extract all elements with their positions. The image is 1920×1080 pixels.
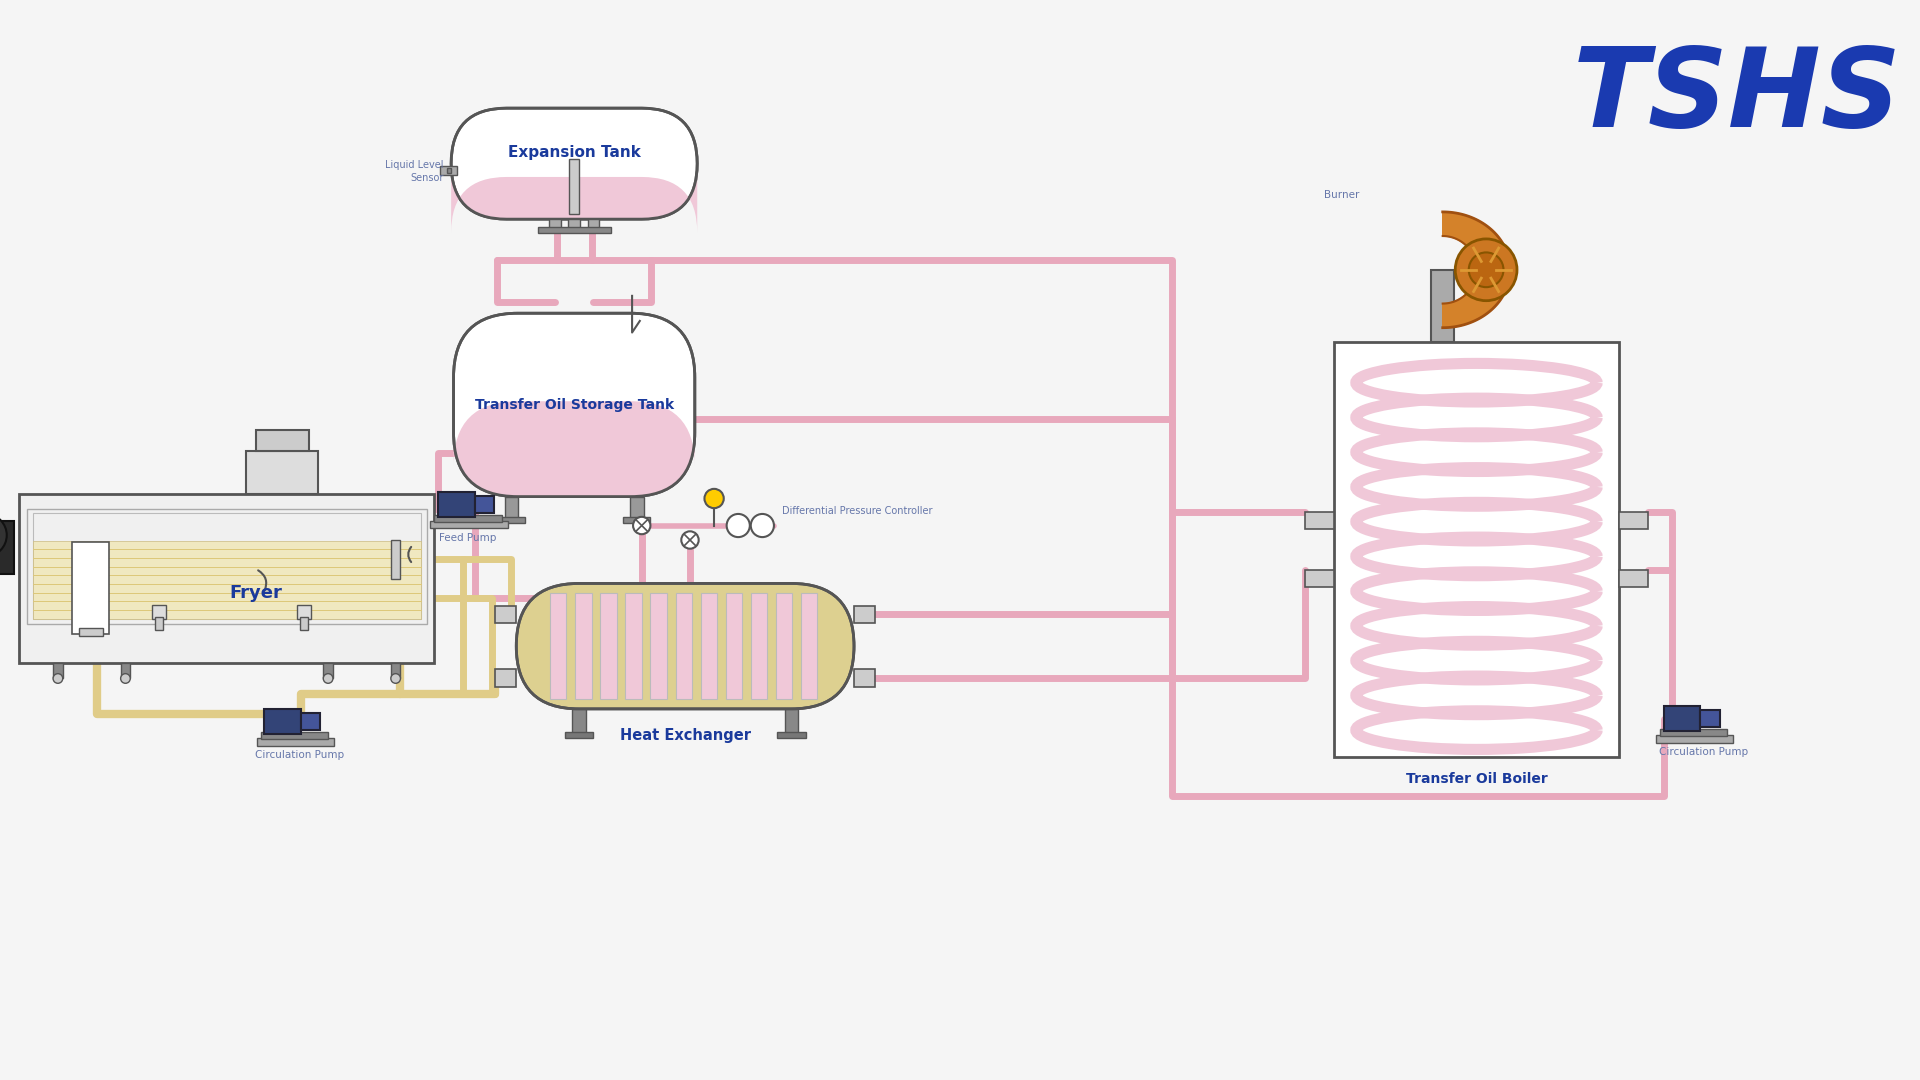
Bar — [549, 219, 561, 229]
Bar — [651, 593, 666, 699]
Circle shape — [323, 674, 332, 684]
Circle shape — [1469, 253, 1503, 287]
Text: TSHS: TSHS — [1572, 42, 1901, 150]
Bar — [624, 517, 651, 523]
Circle shape — [1455, 239, 1517, 300]
Bar — [854, 670, 876, 687]
Bar — [255, 430, 309, 450]
Bar — [434, 515, 501, 522]
Bar — [1619, 570, 1647, 588]
Text: Transfer Oil Boiler: Transfer Oil Boiler — [1405, 771, 1548, 785]
Bar — [298, 605, 311, 619]
Bar — [1701, 710, 1720, 727]
Bar — [27, 509, 426, 624]
Bar — [751, 593, 768, 699]
Bar — [1619, 512, 1647, 529]
Bar — [676, 593, 691, 699]
Bar — [495, 670, 516, 687]
Bar — [776, 593, 793, 699]
Bar — [1306, 512, 1334, 529]
Circle shape — [634, 517, 651, 535]
FancyBboxPatch shape — [451, 108, 697, 219]
Bar — [54, 663, 63, 677]
Bar — [801, 593, 818, 699]
Bar — [392, 663, 401, 677]
Bar — [497, 517, 524, 523]
Bar — [576, 593, 591, 699]
Circle shape — [705, 489, 724, 509]
Bar — [392, 540, 401, 579]
Bar — [1655, 734, 1734, 743]
FancyBboxPatch shape — [453, 402, 695, 497]
Bar — [430, 521, 507, 528]
Text: Heat Exchanger: Heat Exchanger — [620, 728, 751, 743]
Bar — [785, 708, 799, 733]
Bar — [33, 541, 420, 619]
Circle shape — [751, 514, 774, 537]
Text: Transfer Oil Storage Tank: Transfer Oil Storage Tank — [474, 397, 674, 411]
Bar — [1665, 706, 1701, 731]
Bar — [726, 593, 743, 699]
Bar — [79, 629, 104, 636]
Bar — [265, 708, 301, 734]
Circle shape — [121, 674, 131, 684]
Text: Circulation Pump: Circulation Pump — [255, 751, 344, 760]
Circle shape — [682, 531, 699, 549]
Bar — [438, 491, 474, 517]
Bar — [630, 497, 643, 517]
Circle shape — [0, 514, 8, 556]
Bar — [261, 732, 328, 739]
Text: Differential Pressure Controller: Differential Pressure Controller — [781, 507, 933, 516]
Bar — [701, 593, 716, 699]
Bar — [505, 497, 518, 517]
Bar — [19, 495, 434, 663]
Bar — [626, 593, 641, 699]
Text: Fryer: Fryer — [228, 584, 282, 602]
Bar — [601, 593, 616, 699]
Bar — [33, 513, 420, 619]
Bar — [549, 593, 566, 699]
Bar — [121, 663, 131, 677]
Bar — [301, 713, 321, 730]
Bar — [572, 708, 586, 733]
Circle shape — [726, 514, 751, 537]
Bar — [0, 521, 15, 573]
FancyBboxPatch shape — [453, 313, 695, 497]
FancyBboxPatch shape — [451, 164, 697, 232]
Bar — [564, 732, 593, 738]
Bar — [246, 450, 319, 495]
Bar — [1306, 570, 1334, 588]
Text: Feed Pump: Feed Pump — [440, 534, 497, 543]
Bar — [257, 738, 334, 745]
Bar — [1659, 729, 1728, 735]
Bar — [73, 542, 109, 634]
Bar — [778, 732, 806, 738]
Bar — [568, 219, 580, 229]
Bar — [447, 167, 451, 173]
FancyBboxPatch shape — [516, 583, 854, 708]
Bar — [854, 606, 876, 623]
Text: Circulation Pump: Circulation Pump — [1659, 747, 1747, 757]
Text: Liquid Level
Sensor: Liquid Level Sensor — [384, 160, 444, 183]
Bar — [1430, 270, 1453, 342]
Polygon shape — [1442, 212, 1511, 327]
Text: Expansion Tank: Expansion Tank — [507, 145, 641, 160]
Bar — [156, 617, 163, 631]
Bar — [323, 663, 332, 677]
Circle shape — [392, 674, 401, 684]
Bar — [152, 605, 165, 619]
Bar — [538, 227, 611, 232]
Text: Burner: Burner — [1325, 190, 1359, 200]
Bar — [588, 219, 599, 229]
Bar — [495, 606, 516, 623]
Bar — [1334, 342, 1619, 757]
Bar — [300, 617, 307, 631]
Circle shape — [54, 674, 63, 684]
Bar — [570, 159, 580, 214]
Bar — [440, 165, 457, 175]
Bar — [474, 496, 493, 513]
